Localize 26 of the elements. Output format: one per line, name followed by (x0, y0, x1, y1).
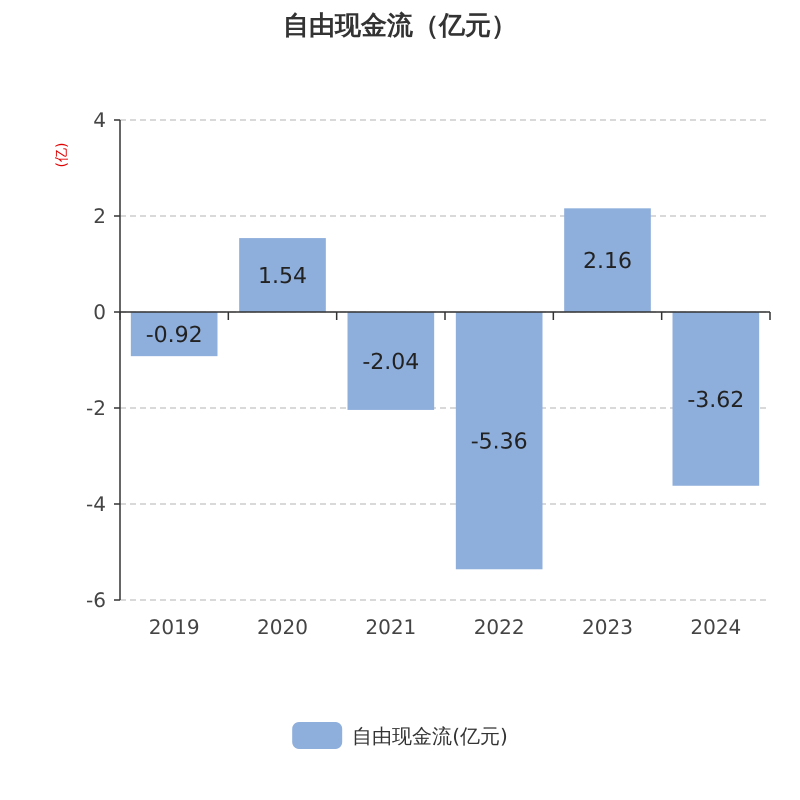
bar (672, 312, 760, 486)
bar (348, 312, 434, 410)
y-tick-label: -2 (86, 396, 106, 420)
data-label: 1.54 (258, 264, 307, 290)
y-tick-label: -6 (86, 588, 106, 612)
y-tick-label: 4 (93, 108, 106, 132)
x-tick-label: 2021 (365, 615, 416, 639)
x-tick-label: 2019 (148, 615, 200, 639)
data-label: -5.36 (470, 430, 528, 455)
chart-title: 自由现金流（亿元） (283, 11, 517, 41)
y-tick-label: 0 (93, 300, 106, 324)
x-tick-label: 2020 (257, 615, 308, 639)
bar (456, 312, 542, 570)
x-tick-label: 2023 (582, 615, 633, 639)
x-tick-label: 2024 (690, 615, 742, 639)
data-label: -3.62 (687, 388, 744, 413)
data-label: -0.92 (146, 323, 203, 348)
legend-label: 自由现金流(亿元) (352, 724, 508, 748)
y-tick-label: 2 (93, 204, 106, 228)
x-tick-label: 2022 (474, 615, 525, 639)
data-label: 2.16 (583, 249, 632, 274)
y-axis-title: (亿) (54, 142, 70, 168)
y-tick-label: -4 (86, 492, 106, 516)
bar (564, 208, 651, 312)
data-label: -2.04 (362, 350, 420, 375)
bar (239, 238, 326, 312)
